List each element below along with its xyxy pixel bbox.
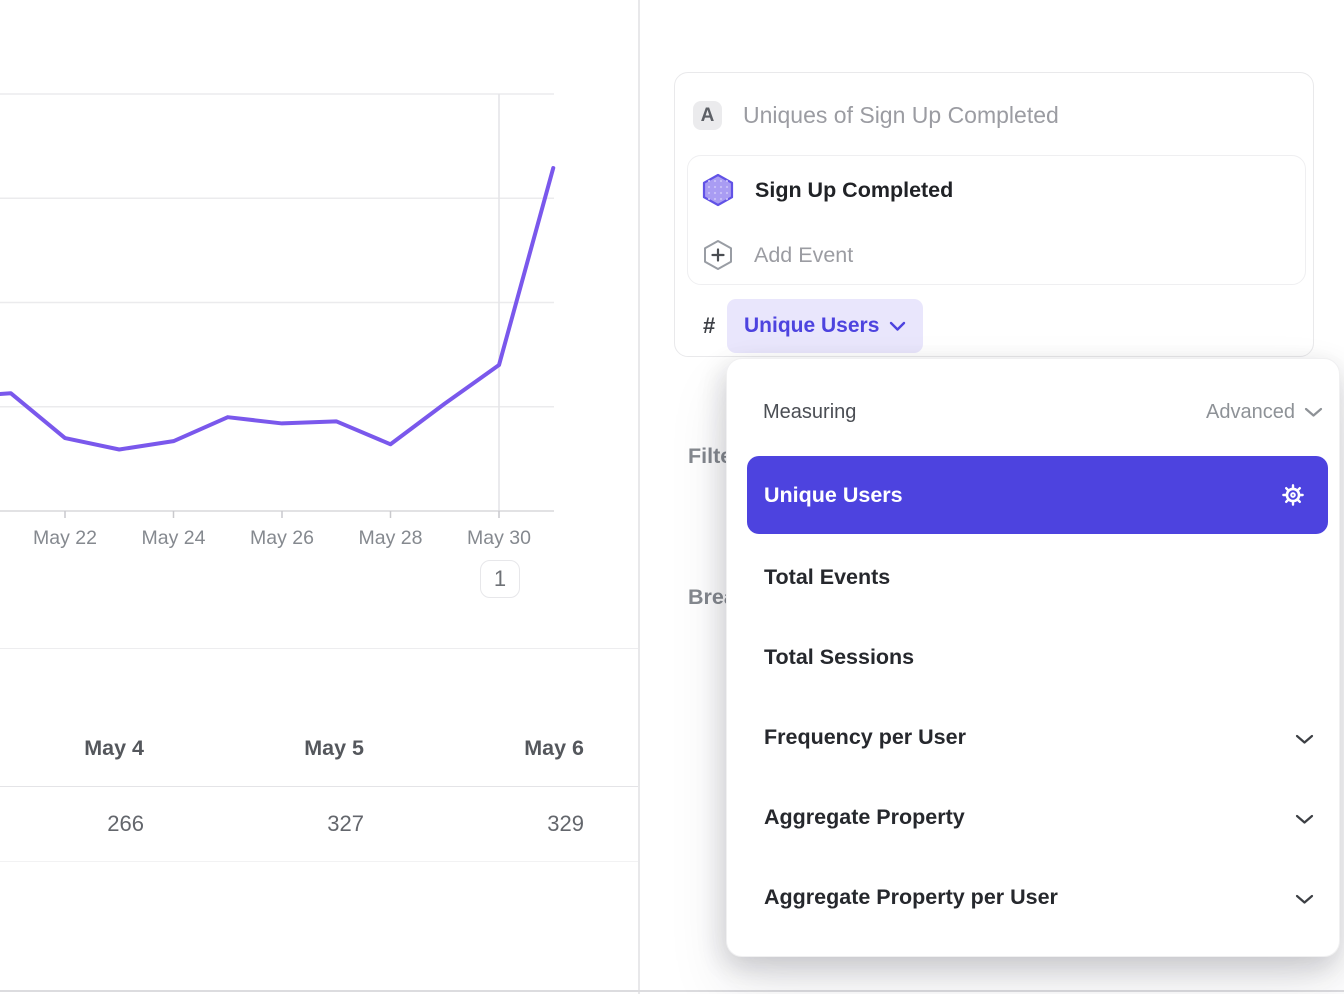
table-value-cell: 266 [107,811,144,836]
event-card: Sign Up Completed Add Event [687,155,1306,285]
measuring-dropdown-menu: Measuring Advanced Unique Users Total Eve… [726,358,1340,957]
menu-item-total-events[interactable]: Total Events [727,547,1341,607]
table-header-cell: May 4 [84,735,144,760]
chevron-down-icon [1304,407,1323,418]
filter-section-label: Filter [688,444,726,468]
menu-item-label: Aggregate Property [764,805,965,829]
menu-item-label: Frequency per User [764,725,966,749]
add-event-plus-icon [702,239,734,271]
signup-completed-line [0,166,556,452]
advanced-mode-label: Advanced [1206,401,1295,423]
breakdown-section-label: Breakdown [688,585,728,609]
menu-item-label: Total Events [764,565,891,589]
x-axis-label: May 22 [33,527,97,549]
table-header-cell: May 5 [304,735,364,760]
chevron-down-icon [1295,892,1314,910]
add-event-button[interactable]: Add Event [701,238,853,272]
chevron-down-icon [1295,732,1314,750]
x-axis-label: May 24 [142,527,206,549]
table-value-row: 266 327 329 [0,786,584,862]
advanced-mode-button[interactable]: Advanced [1206,399,1323,426]
menu-item-total-sessions[interactable]: Total Sessions [727,627,1341,687]
menu-item-frequency-per-user[interactable]: Frequency per User [727,707,1341,767]
menu-item-label: Unique Users [764,482,903,507]
table-top-divider [0,648,638,649]
gear-icon[interactable] [1280,482,1306,508]
panel-divider [638,0,640,994]
pagination-badge[interactable]: 1 [480,560,520,598]
query-title: Uniques of Sign Up Completed [743,102,1059,128]
menu-item-label: Total Sessions [764,645,915,669]
menu-item-aggregate-property[interactable]: Aggregate Property [727,787,1341,847]
menu-item-unique-users[interactable]: Unique Users [747,456,1328,534]
measure-hash-label: # [703,313,716,338]
measuring-header-label: Measuring [763,401,857,423]
table-value-cell: 327 [327,811,364,836]
query-builder-card: A Uniques of Sign Up Completed Sign Up C… [674,72,1314,357]
x-axis-label: May 30 [467,527,531,549]
chevron-down-icon [1295,812,1314,830]
x-axis-label: May 26 [250,527,314,549]
table-header-row: May 4 May 5 May 6 [0,710,584,786]
table-value-cell: 329 [547,811,584,836]
viewport-bottom-border [0,990,1344,992]
event-name: Sign Up Completed [755,177,954,202]
event-hexagon-icon [701,173,735,207]
series-letter-badge: A [693,101,722,130]
event-row[interactable]: Sign Up Completed [701,173,953,207]
menu-item-label: Aggregate Property per User [764,885,1058,909]
events-line-chart: May 22 May 24 May 26 May 28 May 30 [0,93,556,549]
menu-item-aggregate-property-per-user[interactable]: Aggregate Property per User [727,867,1341,927]
measure-chip-label: Unique Users [744,314,880,337]
x-axis-label: May 28 [359,527,423,549]
table-header-cell: May 6 [524,735,584,760]
unique-users-dropdown-button[interactable]: Unique Users [727,299,924,353]
chevron-down-icon [889,321,906,332]
table-bottom-divider [0,861,638,862]
table-header-divider [0,786,638,787]
add-event-label: Add Event [754,242,854,267]
